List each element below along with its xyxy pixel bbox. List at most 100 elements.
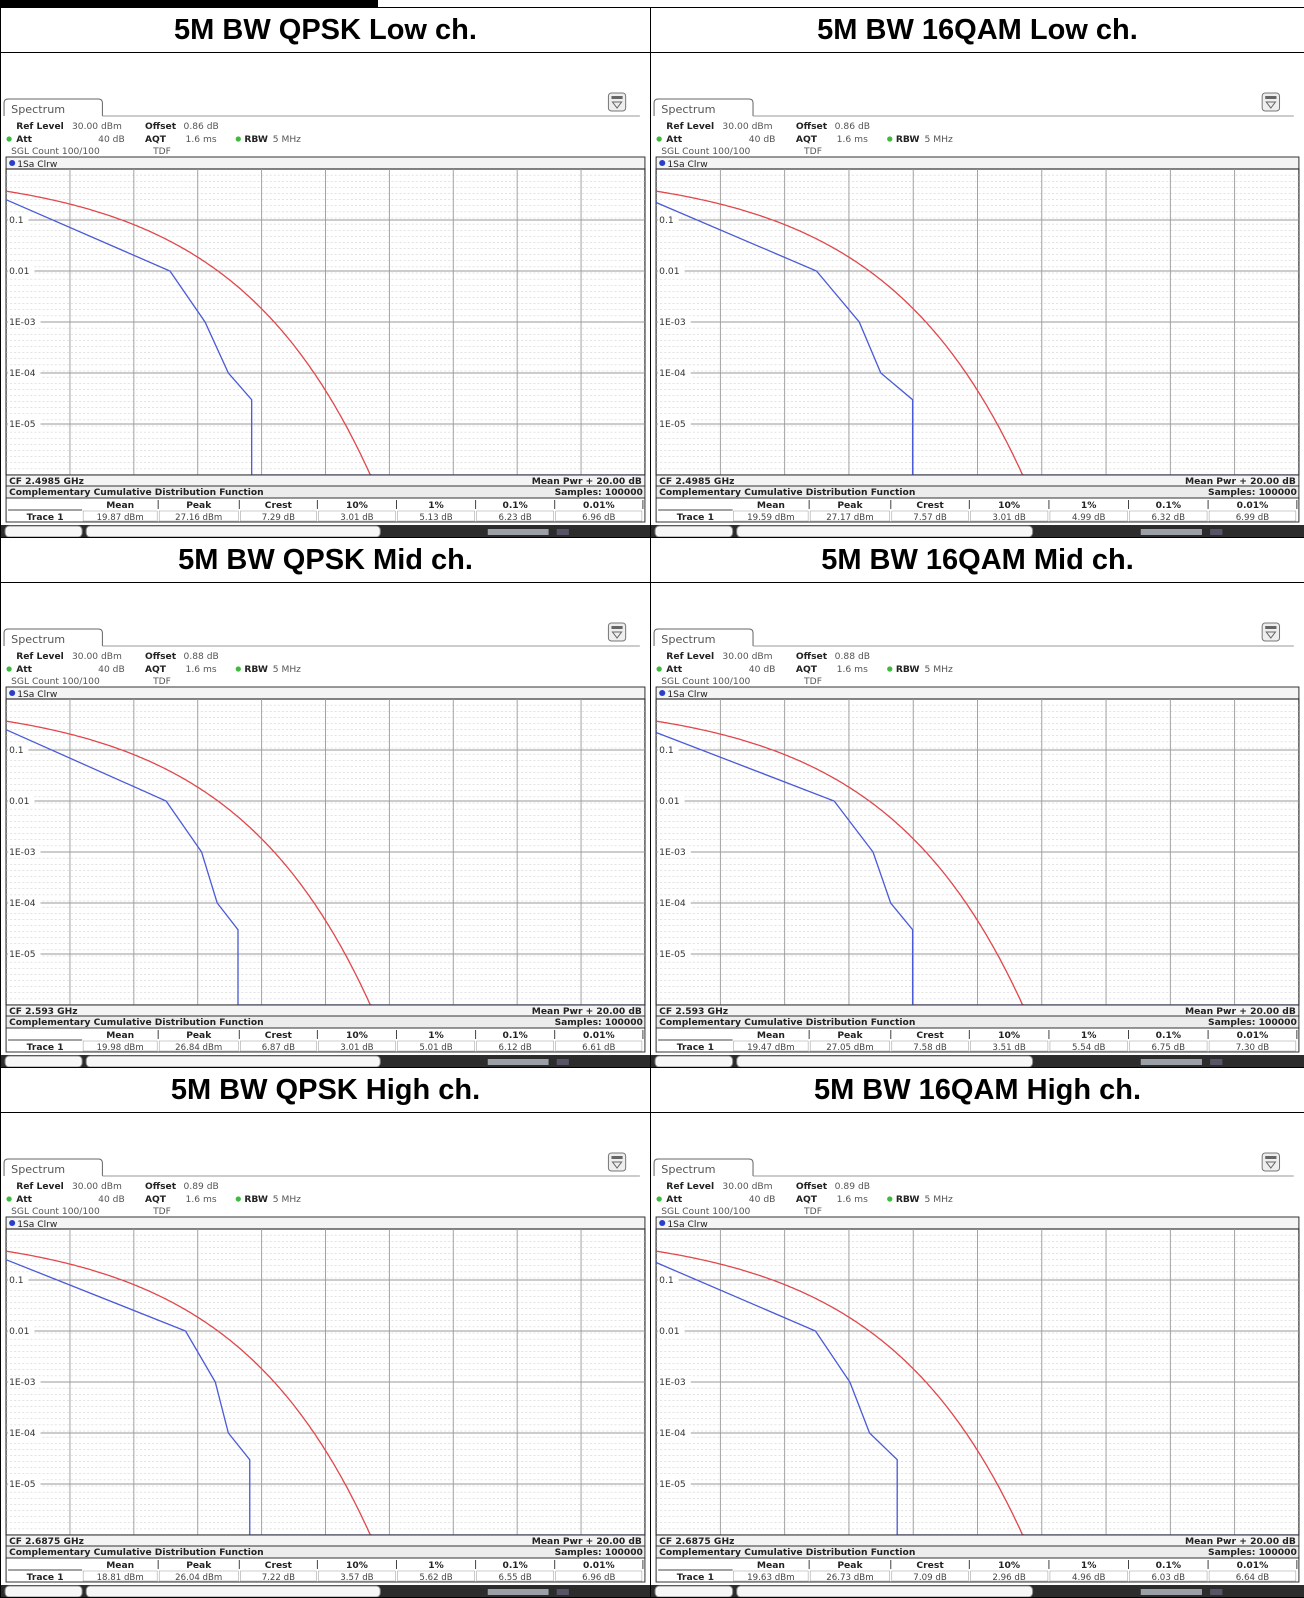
rbw-status-dot	[236, 136, 241, 141]
att-value: 40 dB	[749, 665, 776, 675]
progress-indicator	[1141, 1059, 1202, 1065]
center-frequency-label: CF 2.593 GHz	[9, 1007, 77, 1017]
tdf-label: TDF	[152, 1207, 171, 1217]
rbw-value: 5 MHz	[924, 665, 953, 675]
column-header: 0.1%	[1156, 1031, 1181, 1041]
ref-level-value: 30.00 dBm	[72, 122, 122, 132]
column-header: Mean	[106, 501, 134, 511]
display-config-icon-bar	[611, 1156, 622, 1159]
mean-power-label: Mean Pwr + 20.00 dB	[532, 1537, 642, 1547]
ref-level-value: 30.00 dBm	[72, 652, 122, 662]
status-field-main[interactable]	[86, 1056, 380, 1067]
y-tick-label: 0.1	[659, 746, 674, 756]
result-value: 7.57 dB	[913, 513, 947, 523]
status-icon	[557, 1059, 569, 1065]
y-tick-label: 0.01	[9, 797, 29, 807]
offset-value: 0.88 dB	[835, 652, 870, 662]
status-field-main[interactable]	[737, 1056, 1033, 1067]
column-header: 0.01%	[583, 1561, 615, 1571]
samples-count: Samples: 100000	[1208, 1548, 1297, 1558]
column-header: Mean	[757, 1031, 785, 1041]
display-config-icon[interactable]	[608, 623, 625, 641]
att-value: 40 dB	[749, 135, 776, 145]
rbw-status-dot	[236, 666, 241, 671]
trace-name: Trace 1	[677, 1043, 714, 1053]
display-config-icon[interactable]	[1262, 623, 1279, 641]
display-config-icon[interactable]	[1262, 93, 1279, 111]
column-header: Crest	[265, 501, 293, 511]
y-tick-label: 1E-05	[659, 420, 686, 430]
y-tick-label: 0.1	[9, 1276, 23, 1286]
trace-header-bar	[6, 157, 645, 169]
trace-header-bar	[6, 687, 645, 699]
ref-level-value: 30.00 dBm	[72, 1182, 122, 1192]
aqt-label: AQT	[145, 135, 167, 145]
offset-value: 0.89 dB	[184, 1182, 219, 1192]
status-field-left[interactable]	[655, 526, 733, 537]
mean-power-label: Mean Pwr + 20.00 dB	[1185, 477, 1296, 487]
rbw-status-dot	[887, 666, 892, 671]
result-value: 6.96 dB	[582, 513, 615, 523]
status-field-left[interactable]	[5, 1056, 82, 1067]
rbw-value: 5 MHz	[924, 135, 953, 145]
y-tick-label: 1E-04	[9, 1429, 36, 1439]
result-value: 27.16 dBm	[175, 513, 222, 523]
column-header: Peak	[837, 501, 863, 511]
aqt-label: AQT	[145, 1195, 167, 1205]
ref-level-label: Ref Level	[16, 122, 64, 132]
status-field-left[interactable]	[5, 1586, 82, 1597]
display-config-icon-bar	[1265, 626, 1276, 629]
aqt-label: AQT	[796, 1195, 818, 1205]
result-value: 26.04 dBm	[175, 1573, 222, 1583]
column-header: 10%	[998, 1031, 1020, 1041]
ref-level-value: 30.00 dBm	[722, 1182, 772, 1192]
result-value: 19.47 dBm	[747, 1043, 794, 1053]
status-field-left[interactable]	[655, 1056, 733, 1067]
column-header: 10%	[346, 1031, 368, 1041]
column-header: 1%	[428, 501, 443, 511]
status-field-main[interactable]	[737, 1586, 1033, 1597]
column-header: Peak	[186, 1561, 212, 1571]
column-header: Crest	[265, 1031, 293, 1041]
result-value: 27.17 dBm	[826, 513, 873, 523]
display-config-icon[interactable]	[608, 93, 625, 111]
center-frequency-label: CF 2.593 GHz	[659, 1007, 728, 1017]
status-field-left[interactable]	[655, 1586, 733, 1597]
trace-name: Trace 1	[27, 1573, 64, 1583]
sgl-count-label: SGL Count 100/100	[11, 147, 100, 157]
trace-dot	[9, 160, 15, 166]
top-black-bar	[0, 0, 378, 7]
offset-value: 0.88 dB	[184, 652, 219, 662]
sgl-count-label: SGL Count 100/100	[11, 1207, 100, 1217]
ref-level-label: Ref Level	[16, 652, 64, 662]
y-tick-label: 1E-05	[659, 1480, 686, 1490]
column-header: 0.1%	[1156, 501, 1181, 511]
display-config-icon-bar	[611, 626, 622, 629]
aqt-label: AQT	[796, 665, 818, 675]
result-value: 6.99 dB	[1236, 513, 1270, 523]
aqt-value: 1.6 ms	[837, 665, 868, 675]
column-header: 0.1%	[502, 1561, 527, 1571]
mean-power-label: Mean Pwr + 20.00 dB	[1185, 1537, 1296, 1547]
column-header: 1%	[1081, 1561, 1097, 1571]
status-field-left[interactable]	[5, 526, 82, 537]
display-config-icon[interactable]	[1262, 1153, 1279, 1171]
trace-dot	[659, 1220, 665, 1226]
ccdf-results-grid: 5M BW QPSK Low ch. 5M BW 16QAM Low ch. S…	[0, 7, 1304, 1598]
status-field-main[interactable]	[86, 1586, 380, 1597]
y-tick-label: 0.1	[659, 216, 674, 226]
spectrum-tab-label: Spectrum	[11, 633, 65, 646]
result-value: 4.99 dB	[1072, 513, 1106, 523]
spectrum-tab-label: Spectrum	[661, 103, 715, 116]
center-frequency-label: CF 2.6875 GHz	[9, 1537, 84, 1547]
status-field-main[interactable]	[86, 526, 380, 537]
column-header: 10%	[998, 501, 1020, 511]
status-field-main[interactable]	[737, 526, 1033, 537]
display-config-icon[interactable]	[608, 1153, 625, 1171]
att-status-dot	[657, 1196, 662, 1201]
result-value: 6.12 dB	[498, 1043, 531, 1053]
column-header: Crest	[916, 1031, 944, 1041]
